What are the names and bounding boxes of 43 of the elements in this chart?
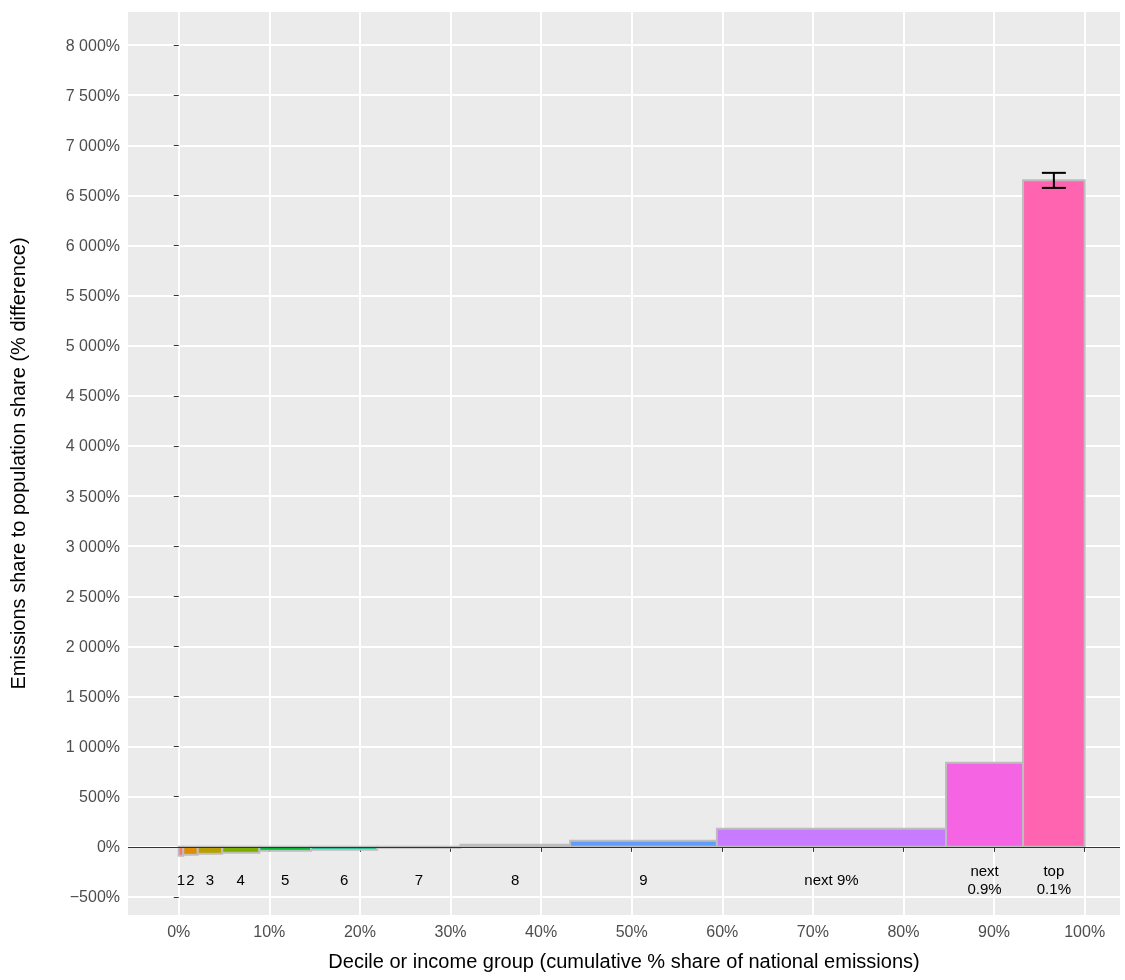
annotation: 9 <box>639 871 648 889</box>
y-tick-label: 4 000% <box>65 437 120 455</box>
y-tick-label: 8 000% <box>65 36 120 54</box>
annotation: 7 <box>414 871 423 889</box>
y-tick-label: 2 500% <box>65 587 120 605</box>
y-tick-label: 5 000% <box>65 337 120 355</box>
annotation: 4 <box>236 871 245 889</box>
y-tick-label: 7 500% <box>65 86 120 104</box>
y-tick-label: 2 000% <box>65 637 120 655</box>
x-tick-label: 60% <box>706 922 739 940</box>
y-tick-label: 3 000% <box>65 537 120 555</box>
annotation: 3 <box>205 871 215 889</box>
annotation: 8 <box>511 871 520 889</box>
annotation: 1 <box>176 871 186 889</box>
y-tick-label: 4 500% <box>65 387 120 405</box>
x-tick-label: 20% <box>343 922 376 940</box>
y-tick-label: 5 500% <box>65 287 120 305</box>
annotation: next 9% <box>804 871 859 889</box>
x-axis-title: Decile or income group (cumulative % share of national emissions) <box>328 950 920 972</box>
y-tick-label: −500% <box>69 888 120 906</box>
x-tick-label: 80% <box>887 922 920 940</box>
annotation: 5 <box>281 871 290 889</box>
y-tick-label: 6 000% <box>65 237 120 255</box>
x-tick-label: 50% <box>615 922 648 940</box>
annotation: 6 <box>339 871 349 889</box>
annotation: 2 <box>186 871 195 889</box>
x-tick-label: 10% <box>253 922 286 940</box>
annotation: next 0.9% <box>967 862 1002 898</box>
x-tick-label: 40% <box>525 922 558 940</box>
x-tick-label: 100% <box>1064 922 1106 940</box>
annotation: top 0.1% <box>1036 862 1071 898</box>
y-tick-label: 500% <box>79 788 120 806</box>
y-axis-title: Emissions share to population share (% difference) <box>7 237 29 690</box>
y-tick-label: 3 500% <box>65 487 120 505</box>
x-tick-label: 90% <box>978 922 1011 940</box>
y-tick-label: 0% <box>96 838 120 856</box>
x-tick-label: 70% <box>796 922 829 940</box>
x-tick-label: 30% <box>434 922 467 940</box>
y-tick-label: 1 000% <box>65 738 120 756</box>
y-tick-label: 7 000% <box>65 136 120 154</box>
x-tick-label: 0% <box>167 922 191 940</box>
y-tick-label: 1 500% <box>65 688 120 706</box>
y-tick-label: 6 500% <box>65 186 120 204</box>
